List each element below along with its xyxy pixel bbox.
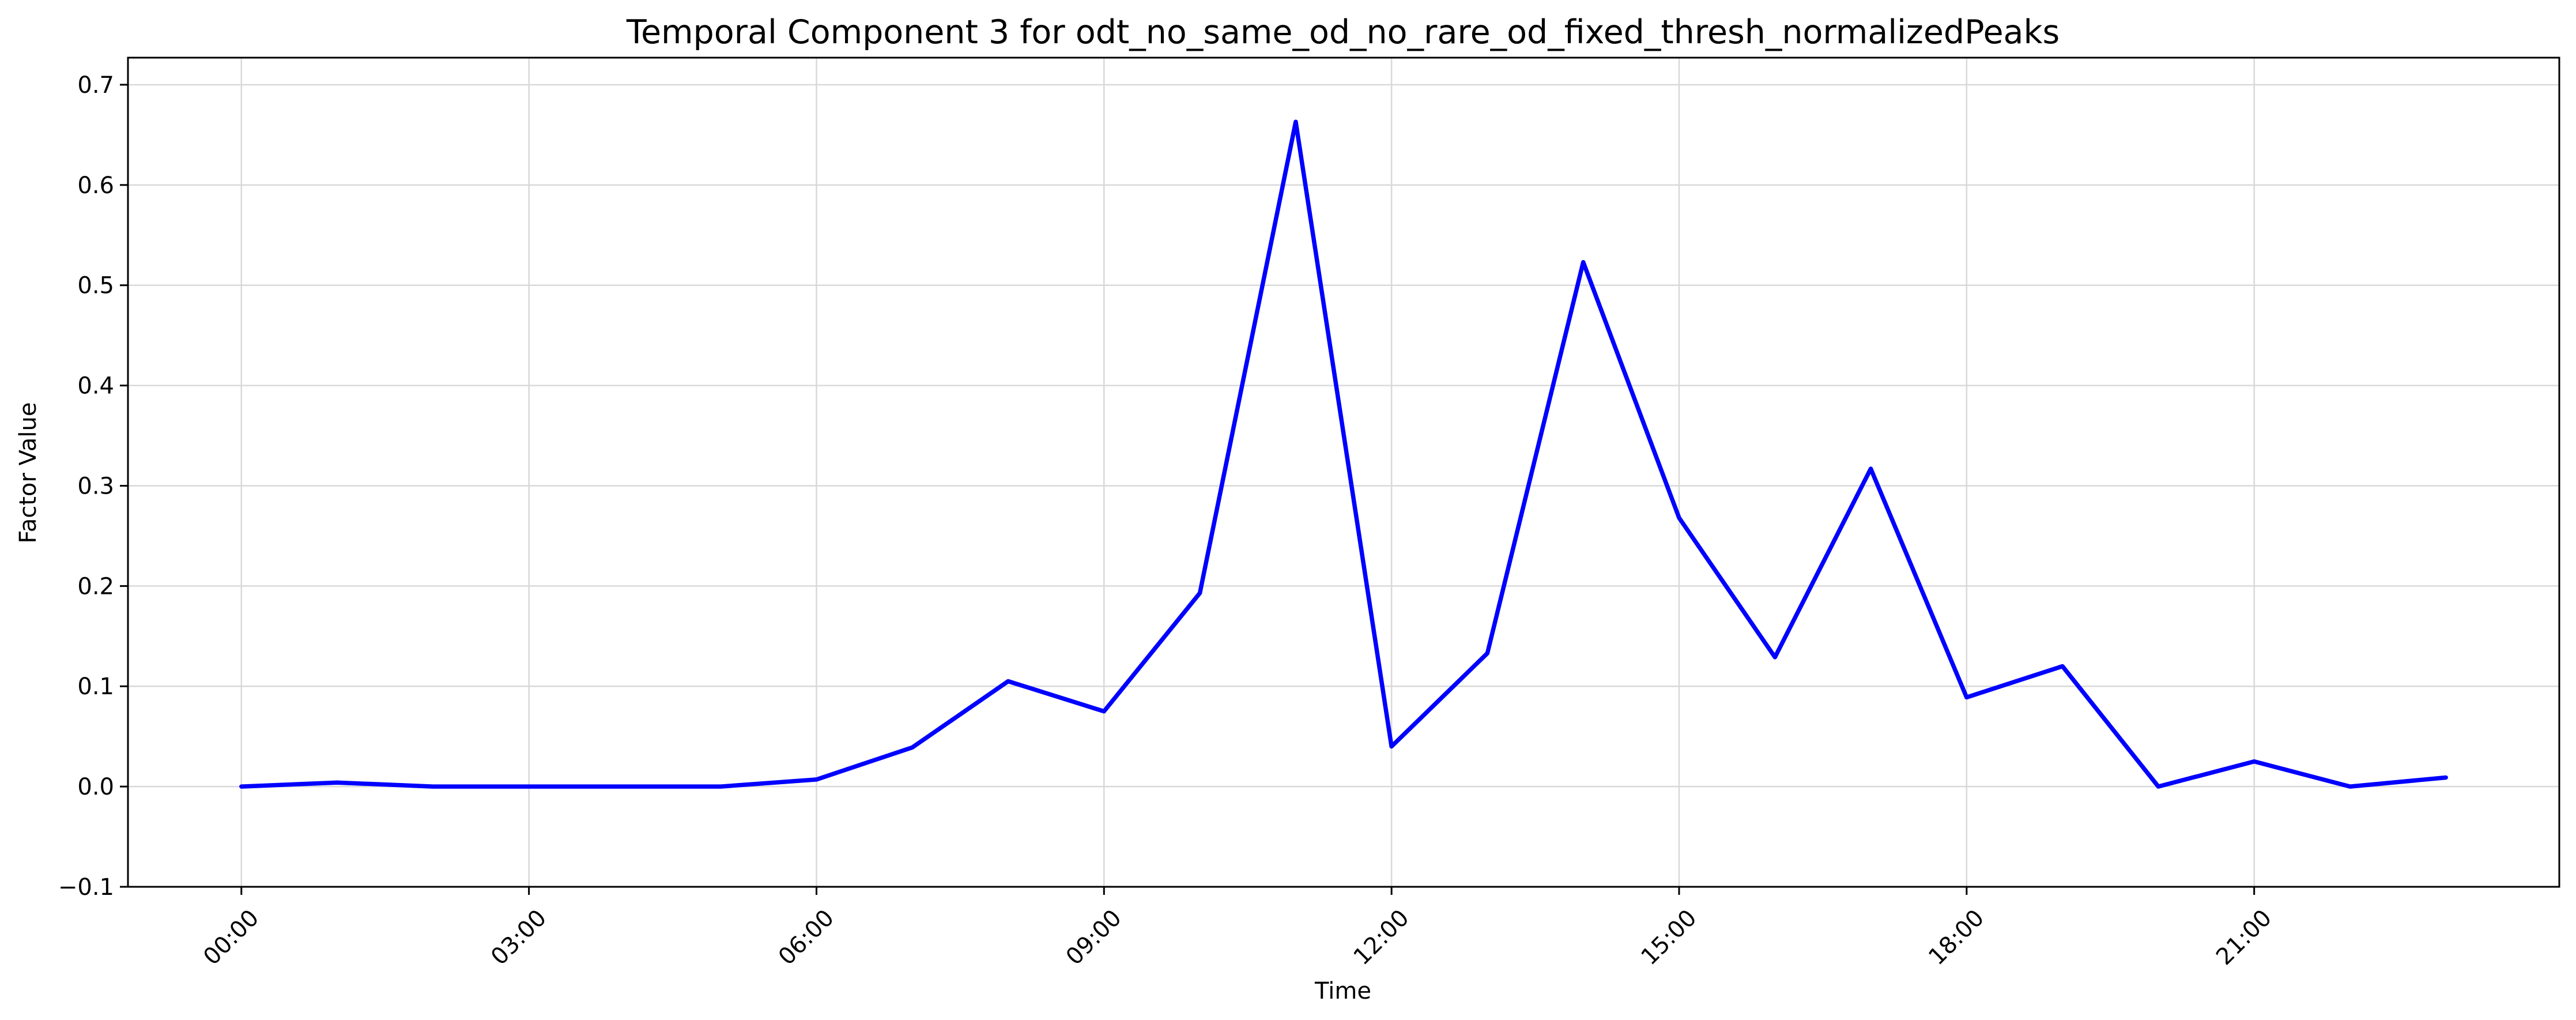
x-axis-label: Time: [1314, 978, 1371, 1004]
chart-title: Temporal Component 3 for odt_no_same_od_…: [626, 13, 2060, 51]
y-tick-label: −0.1: [58, 874, 114, 901]
grid-lines: [128, 58, 2559, 888]
y-tick-label: 0.0: [77, 774, 114, 800]
y-tick-label: 0.3: [77, 473, 114, 499]
y-tick-label: 0.6: [77, 172, 114, 199]
y-tick-label: 0.2: [77, 573, 114, 600]
plot-frame: [127, 57, 2560, 888]
y-tick-label: 0.5: [77, 273, 114, 299]
y-tick-label: 0.4: [77, 373, 114, 400]
series-line: [239, 119, 2448, 789]
series-layer: [239, 119, 2448, 789]
y-axis-label: Factor Value: [15, 402, 42, 544]
y-tick-label: 0.1: [77, 673, 114, 700]
y-axis-ticks: −0.1 0.0 0.1 0.2 0.3 0.4 0.5 0.6 0.7: [58, 72, 128, 901]
y-tick-label: 0.7: [77, 72, 114, 99]
